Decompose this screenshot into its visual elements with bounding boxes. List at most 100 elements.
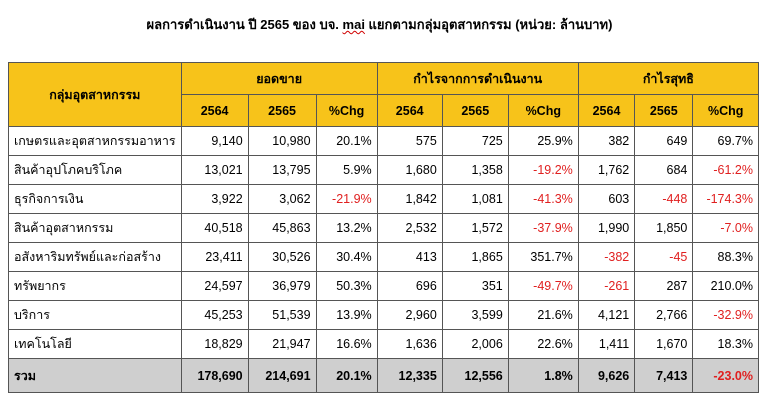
report-title: ผลการดำเนินงาน ปี 2565 ของ บจ. mai แยกตา… bbox=[0, 14, 759, 35]
table-cell: -32.9% bbox=[692, 300, 759, 330]
title-text-after: แยกตามกลุ่มอุตสาหกรรม (หน่วย: ล้านบาท) bbox=[364, 17, 613, 32]
table-cell: 21.6% bbox=[507, 300, 579, 330]
total-row: รวม 178,690 214,691 20.1% 12,335 12,556 1.8% 9,… bbox=[8, 358, 759, 393]
table-cell: 40,518 bbox=[180, 213, 249, 243]
table-cell: -45 bbox=[634, 242, 694, 272]
table-cell: 12,556 bbox=[441, 358, 509, 393]
table-cell: 1,842 bbox=[376, 184, 443, 214]
industry-name: ทรัพยากร bbox=[8, 271, 182, 301]
table-cell: 13.2% bbox=[315, 213, 378, 243]
table-cell: -382 bbox=[577, 242, 636, 272]
table-cell: 1,762 bbox=[577, 155, 636, 185]
subheader-2565: 2565 bbox=[247, 94, 317, 127]
table-cell: 3,599 bbox=[441, 300, 509, 330]
table-cell: 13,795 bbox=[247, 155, 317, 185]
title-mai: mai bbox=[342, 17, 365, 32]
table-row: เกษตรและอุตสาหกรรมอาหาร 9,140 10,980 20.1% 5… bbox=[8, 126, 759, 156]
industry-name: เทคโนโลยี bbox=[8, 329, 182, 359]
table-cell: 22.6% bbox=[507, 329, 579, 359]
industry-header: กลุ่มอุตสาหกรรม bbox=[8, 62, 182, 127]
table-cell: 45,863 bbox=[247, 213, 317, 243]
table-body: เกษตรและอุตสาหกรรมอาหาร 9,140 10,980 20.1% 5… bbox=[8, 126, 759, 393]
table-cell: 5.9% bbox=[315, 155, 378, 185]
industry-name: เกษตรและอุตสาหกรรมอาหาร bbox=[8, 126, 182, 156]
table-cell: -23.0% bbox=[692, 358, 759, 393]
subheader-2565: 2565 bbox=[441, 94, 509, 127]
table-cell: 30,526 bbox=[247, 242, 317, 272]
table-cell: -41.3% bbox=[507, 184, 579, 214]
industry-name: สินค้าอุปโภคบริโภค bbox=[8, 155, 182, 185]
table-row: อสังหาริมทรัพย์และก่อสร้าง 23,411 30,526 30… bbox=[8, 242, 759, 272]
industry-name: อสังหาริมทรัพย์และก่อสร้าง bbox=[8, 242, 182, 272]
table-cell: 2,532 bbox=[376, 213, 443, 243]
table-cell: 9,626 bbox=[577, 358, 636, 393]
subheader-chg: %Chg bbox=[507, 94, 579, 127]
table-cell: 36,979 bbox=[247, 271, 317, 301]
table-cell: -19.2% bbox=[507, 155, 579, 185]
subheader-2565: 2565 bbox=[634, 94, 694, 127]
table-cell: 1,572 bbox=[441, 213, 509, 243]
table-cell: 351 bbox=[441, 271, 509, 301]
table-cell: 2,960 bbox=[376, 300, 443, 330]
table-cell: 13,021 bbox=[180, 155, 249, 185]
table-cell: 413 bbox=[376, 242, 443, 272]
table-row: สินค้าอุปโภคบริโภค 13,021 13,795 5.9% 1,680 1… bbox=[8, 155, 759, 185]
table-cell: 1.8% bbox=[507, 358, 579, 393]
table-cell: -7.0% bbox=[692, 213, 759, 243]
table-cell: -174.3% bbox=[692, 184, 759, 214]
table-cell: 1,990 bbox=[577, 213, 636, 243]
table-cell: 2,006 bbox=[441, 329, 509, 359]
title-text-before: ผลการดำเนินงาน ปี 2565 ของ บจ. bbox=[146, 17, 343, 32]
table-cell: -61.2% bbox=[692, 155, 759, 185]
table-cell: 4,121 bbox=[577, 300, 636, 330]
table-cell: 178,690 bbox=[180, 358, 249, 393]
table-cell: 20.1% bbox=[315, 358, 378, 393]
table-cell: 20.1% bbox=[315, 126, 378, 156]
table-row: ทรัพยากร 24,597 36,979 50.3% 696 351 -49.7% -26… bbox=[8, 271, 759, 301]
table-cell: 1,850 bbox=[634, 213, 694, 243]
table-cell: 1,636 bbox=[376, 329, 443, 359]
net-profit-header: กำไรสุทธิ bbox=[577, 62, 759, 95]
table-cell: -37.9% bbox=[507, 213, 579, 243]
subheader-2564: 2564 bbox=[376, 94, 443, 127]
table-cell: 1,680 bbox=[376, 155, 443, 185]
table-cell: 603 bbox=[577, 184, 636, 214]
table-cell: 649 bbox=[634, 126, 694, 156]
industry-name: สินค้าอุตสาหกรรม bbox=[8, 213, 182, 243]
operating-profit-header: กำไรจากการดำเนินงาน bbox=[376, 62, 579, 95]
table-cell: 25.9% bbox=[507, 126, 579, 156]
table-cell: 51,539 bbox=[247, 300, 317, 330]
table-cell: 1,411 bbox=[577, 329, 636, 359]
table-cell: -49.7% bbox=[507, 271, 579, 301]
table-cell: 69.7% bbox=[692, 126, 759, 156]
table-cell: 10,980 bbox=[247, 126, 317, 156]
table-cell: 3,062 bbox=[247, 184, 317, 214]
subheader-2564: 2564 bbox=[577, 94, 636, 127]
table-cell: 16.6% bbox=[315, 329, 378, 359]
subheader-chg: %Chg bbox=[315, 94, 378, 127]
table-cell: 13.9% bbox=[315, 300, 378, 330]
table-cell: 210.0% bbox=[692, 271, 759, 301]
table-row: เทคโนโลยี 18,829 21,947 16.6% 1,636 2,006 22.6… bbox=[8, 329, 759, 359]
table-row: ธุรกิจการเงิน 3,922 3,062 -21.9% 1,842 1,081-… bbox=[8, 184, 759, 214]
subheader-2564: 2564 bbox=[180, 94, 249, 127]
total-label: รวม bbox=[8, 358, 182, 393]
table-cell: 9,140 bbox=[180, 126, 249, 156]
industry-name: บริการ bbox=[8, 300, 182, 330]
table-cell: 7,413 bbox=[634, 358, 694, 393]
table-cell: 1,865 bbox=[441, 242, 509, 272]
table-row: สินค้าอุตสาหกรรม 40,518 45,863 13.2% 2,532 1,… bbox=[8, 213, 759, 243]
performance-table: กลุ่มอุตสาหกรรม ยอดขาย กำไรจากการดำเนินง… bbox=[8, 62, 759, 393]
table-cell: 351.7% bbox=[507, 242, 579, 272]
table-row: บริการ 45,253 51,539 13.9% 2,960 3,599 21.6% 4,… bbox=[8, 300, 759, 330]
table-cell: 24,597 bbox=[180, 271, 249, 301]
table-cell: 21,947 bbox=[247, 329, 317, 359]
table-cell: 45,253 bbox=[180, 300, 249, 330]
table-cell: 88.3% bbox=[692, 242, 759, 272]
table-cell: 214,691 bbox=[247, 358, 317, 393]
table-cell: 382 bbox=[577, 126, 636, 156]
table-cell: -448 bbox=[634, 184, 694, 214]
subheader-chg: %Chg bbox=[692, 94, 759, 127]
table-cell: 12,335 bbox=[376, 358, 443, 393]
sales-header: ยอดขาย bbox=[180, 62, 378, 95]
